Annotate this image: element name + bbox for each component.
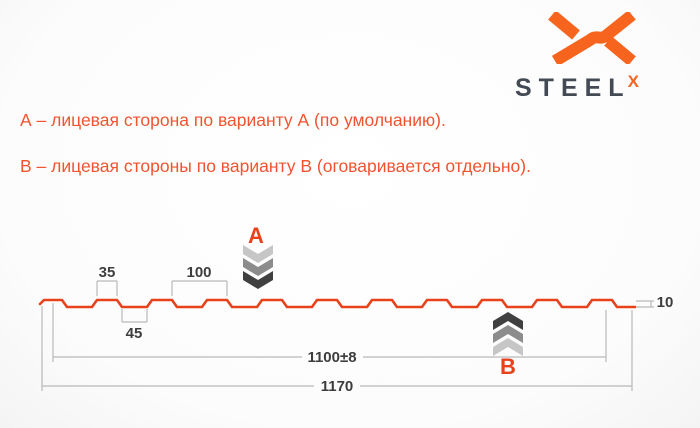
legend-line-variant-b: В – лицевая стороны по варианту В (огова… xyxy=(20,156,531,176)
chevron-down-icon xyxy=(243,245,273,289)
brand-sup-x: X xyxy=(627,72,639,91)
marker-variant-b: B xyxy=(493,312,523,379)
steelx-logo-mark-icon xyxy=(548,12,636,64)
profile-outline xyxy=(38,298,637,309)
steelx-logo: STEELX xyxy=(512,8,672,103)
dim-lines-100 xyxy=(171,280,228,296)
wordmark: STEELX xyxy=(515,72,639,103)
dim-label-10: 10 xyxy=(657,294,674,311)
dim-label-45: 45 xyxy=(126,325,143,342)
dimension-rib-pitch: 100 xyxy=(171,264,228,296)
dimension-working-width: 1100±8 xyxy=(52,303,607,366)
dim-lines-35 xyxy=(96,280,118,296)
chevron-up-mid xyxy=(493,325,523,343)
dim-lines-10 xyxy=(636,300,654,308)
dimension-rib-top: 35 xyxy=(96,264,118,296)
marker-b-label: B xyxy=(500,354,516,379)
logo-s-ribbon xyxy=(551,12,636,64)
chevron-down-mid xyxy=(243,258,273,276)
marker-a-label: A xyxy=(248,223,264,248)
dim-label-100: 100 xyxy=(186,264,211,281)
chevron-down-dark xyxy=(243,271,273,289)
dim-label-1170: 1170 xyxy=(321,378,354,395)
dim-label-35: 35 xyxy=(99,264,116,281)
legend: А – лицевая сторона по варианту А (по ум… xyxy=(20,108,531,200)
dim-label-1100: 1100±8 xyxy=(307,349,356,366)
marker-variant-a: A xyxy=(243,223,273,289)
dim-lines-1100 xyxy=(52,303,607,362)
dim-lines-45 xyxy=(121,309,148,323)
dimension-rib-bottom: 45 xyxy=(121,309,148,342)
chevron-up-light xyxy=(493,338,523,356)
dim-lines-1170 xyxy=(41,306,633,391)
chevron-up-icon xyxy=(493,312,523,356)
chevron-down-light xyxy=(243,245,273,263)
logo-arm-top-left xyxy=(548,12,580,40)
dimension-profile-height: 10 xyxy=(636,294,673,311)
logo-arm-bottom-right xyxy=(604,36,636,64)
dimension-overall-width: 1170 xyxy=(41,306,633,395)
chevron-up-dark xyxy=(493,312,523,330)
legend-line-variant-a: А – лицевая сторона по варианту А (по ум… xyxy=(20,110,446,130)
brand-text: STEEL xyxy=(515,74,631,102)
